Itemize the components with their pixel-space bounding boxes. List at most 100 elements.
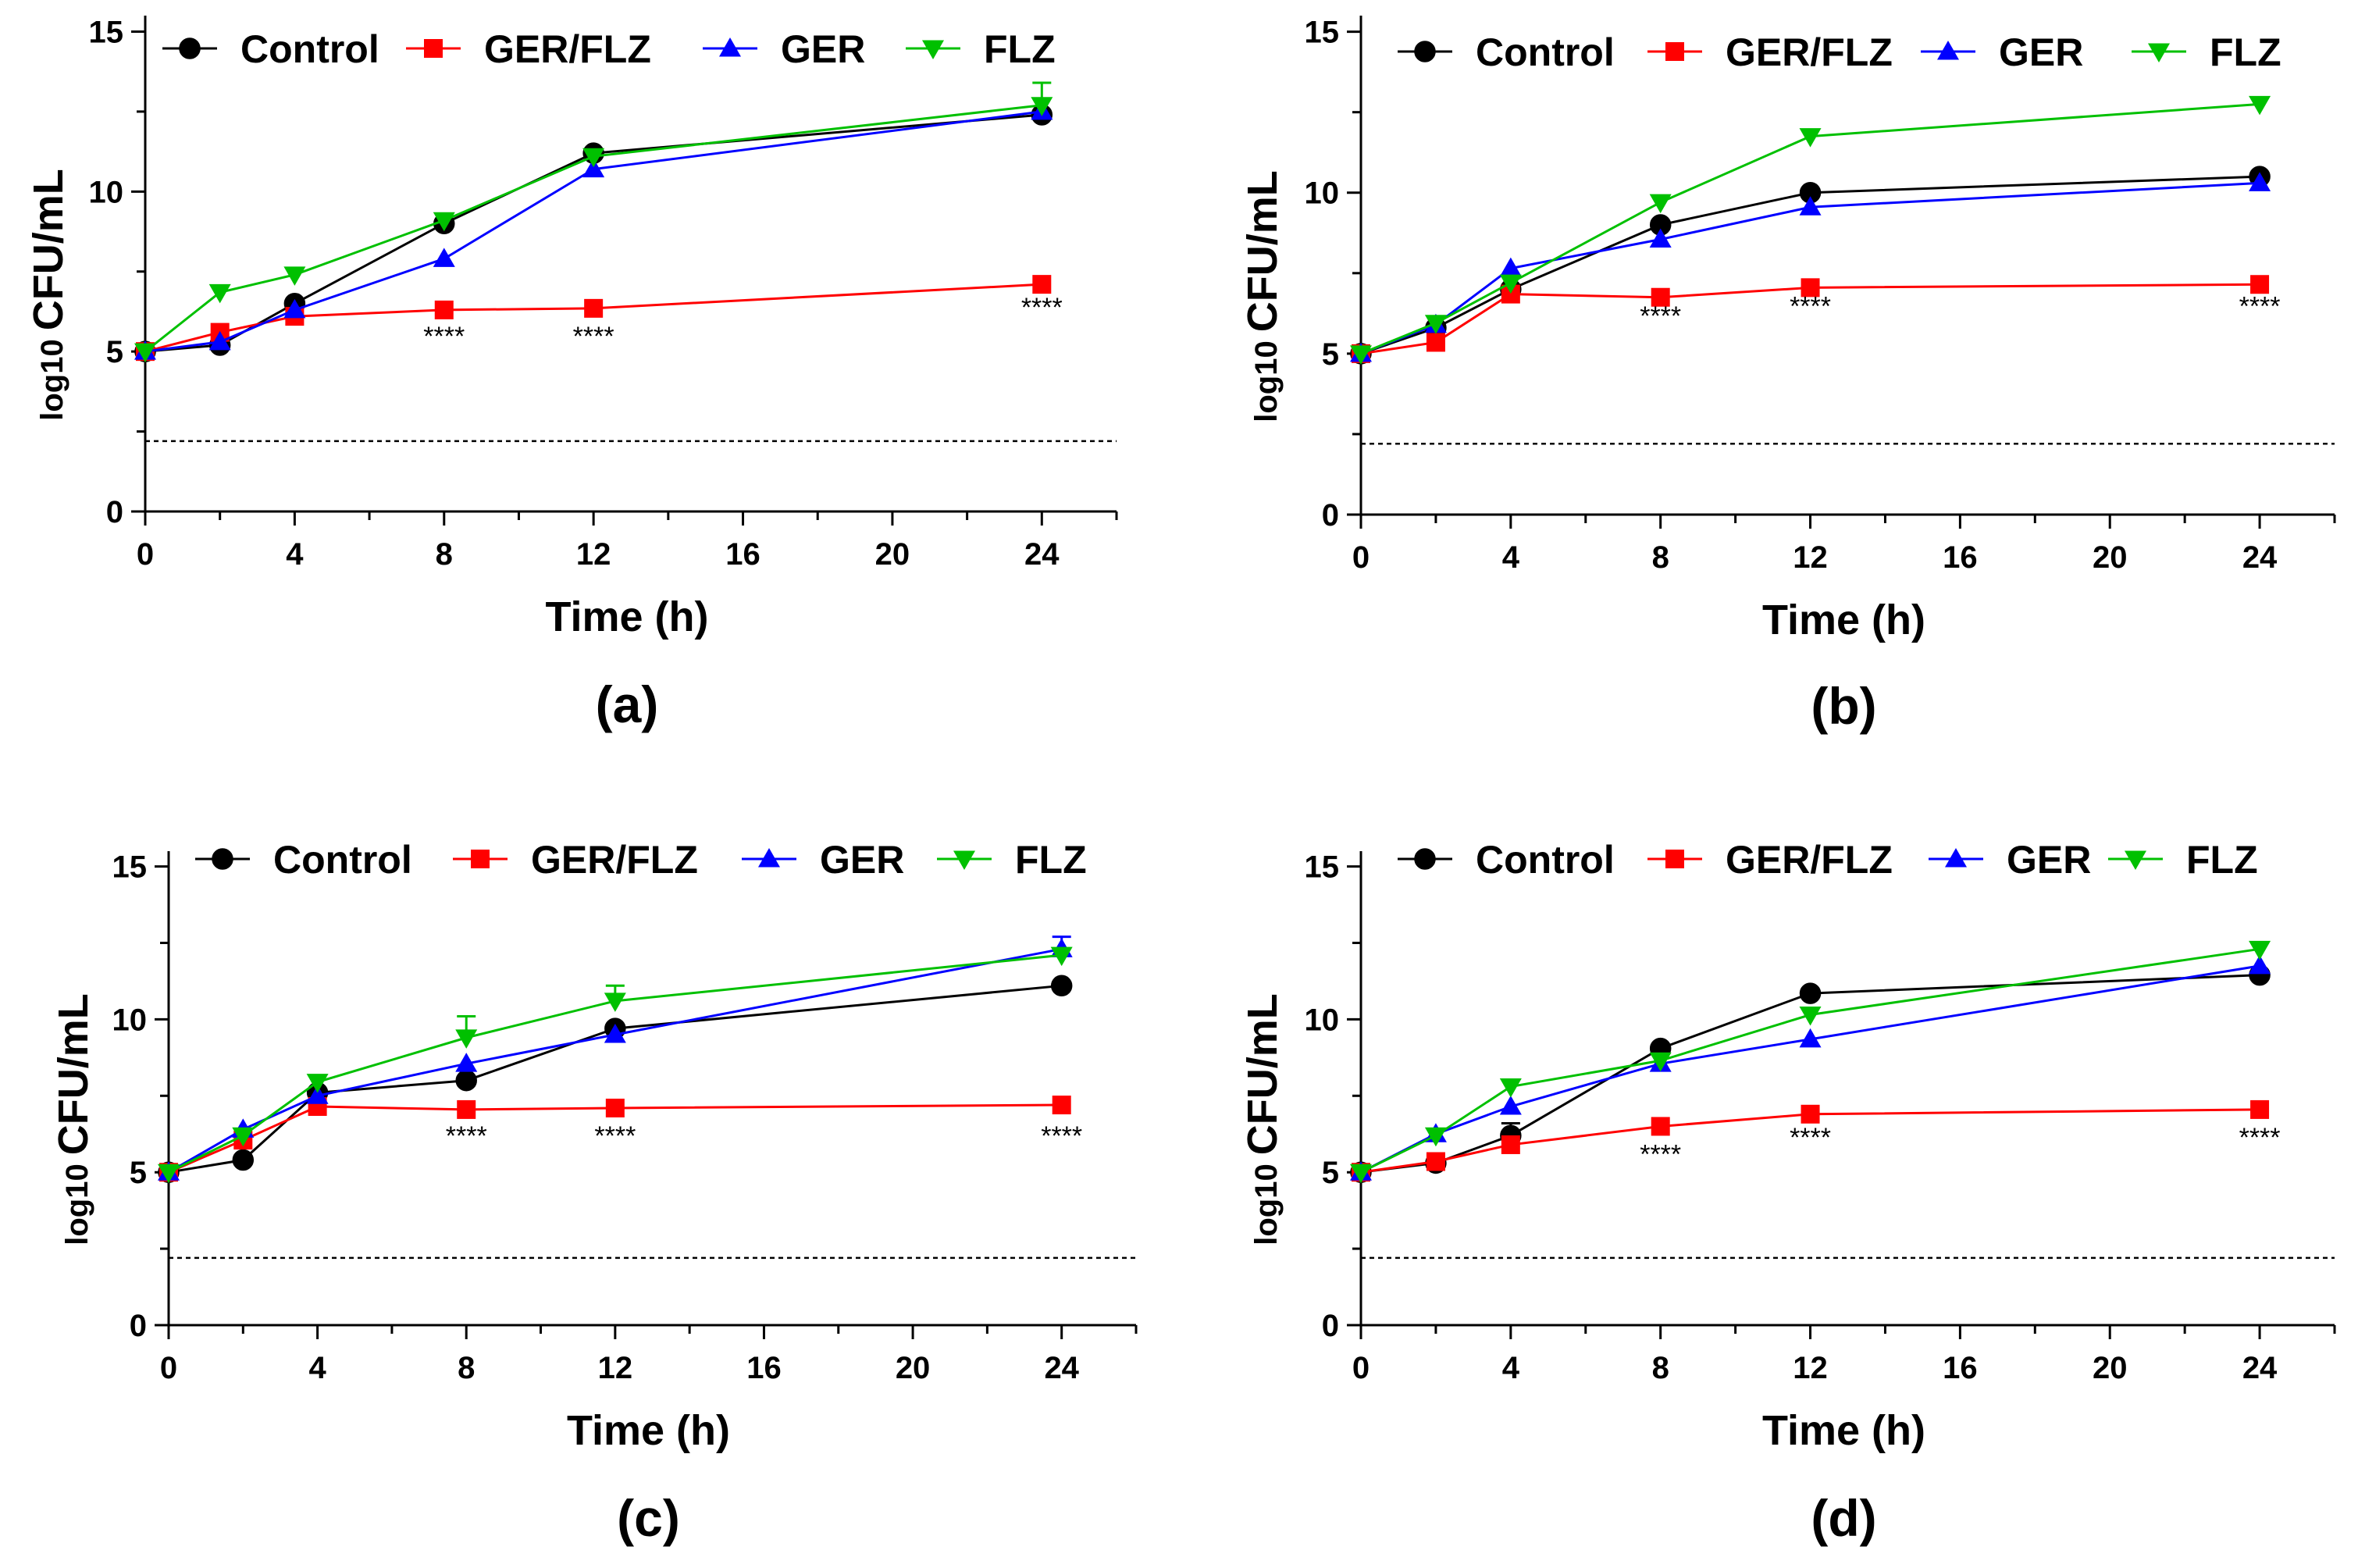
series-line-control: [1360, 175, 2260, 355]
x-tick-label-8: 8: [458, 1351, 475, 1385]
y-tick-label-0: 0: [1322, 1309, 1339, 1343]
legend-marker-control: [179, 37, 201, 59]
x-tick-label-8: 8: [1652, 540, 1669, 575]
x-tick-label-24: 24: [2242, 1351, 2278, 1385]
legend-label-flz: FLZ: [2210, 30, 2281, 74]
significance-annotation: ****: [1041, 1121, 1082, 1151]
data-point-flz-t8: [455, 1029, 478, 1049]
data-point-ger-t24: [2249, 954, 2271, 975]
y-tick-label-10: 10: [112, 1003, 148, 1037]
significance-annotation: ****: [1790, 1123, 1831, 1153]
series-line-ger-flz: [1360, 283, 2260, 355]
series-flz: [134, 81, 1053, 363]
x-axis-title: Time (h): [567, 1407, 730, 1454]
x-tick-label-16: 16: [1943, 1351, 1978, 1385]
y-axis-title-prefix: log10: [1249, 1155, 1284, 1245]
x-tick-label-16: 16: [746, 1351, 782, 1385]
x-tick-label-16: 16: [1943, 540, 1978, 575]
data-point-flz-t4: [1499, 1078, 1522, 1098]
series-control: [1350, 166, 2271, 365]
data-point-flz-t24: [1050, 946, 1073, 967]
data-point-ger-flz-t8: [434, 300, 454, 319]
legend-marker-flz: [2148, 43, 2170, 62]
y-axis-title: log10 CFU/mL: [1239, 993, 1286, 1245]
series-ger: [134, 100, 1053, 360]
data-point-flz-t0: [1350, 345, 1372, 365]
y-axis-title: log10 CFU/mL: [50, 993, 97, 1245]
data-point-flz-t12: [1799, 1007, 1822, 1026]
data-point-control-t2: [232, 1149, 255, 1171]
data-point-ger-flz-t4: [1501, 1135, 1520, 1154]
legend-label-control: Control: [1476, 30, 1615, 74]
panel-label: (b): [1811, 677, 1876, 735]
data-point-flz-t4: [1499, 274, 1522, 294]
panel-a: 0 4 8 12 16 20 24 0 5 10 15 Time (h) log10 CFU/mL (a)…: [25, 15, 1118, 733]
data-point-ger-flz-t12: [605, 1098, 625, 1117]
data-point-flz-t8: [1649, 194, 1672, 214]
series-line-ger: [168, 947, 1062, 1174]
y-tick-label-5: 5: [106, 335, 123, 369]
data-point-ger-flz-t24: [2250, 1099, 2270, 1119]
data-point-flz-t4: [306, 1074, 329, 1093]
y-tick-label-15: 15: [89, 15, 124, 49]
y-tick-label-10: 10: [1305, 176, 1340, 211]
panel-d: 0 4 8 12 16 20 24 0 5 10 15 Time (h) log10 CFU/mL (d)…: [1239, 838, 2336, 1547]
panel-label: (d): [1811, 1489, 1876, 1547]
legend-label-ger-flz: GER/FLZ: [531, 838, 698, 882]
data-point-flz-t0: [158, 1164, 180, 1184]
data-point-flz-t2: [1424, 1127, 1447, 1147]
legend-label-ger: GER: [2007, 838, 2091, 882]
data-point-ger-t24: [2249, 172, 2271, 191]
data-point-ger-t12: [1799, 1028, 1822, 1048]
legend-marker-ger-flz: [1665, 850, 1684, 868]
data-point-flz-t0: [1350, 1164, 1372, 1184]
y-tick-label-15: 15: [1305, 850, 1340, 885]
data-point-flz-t12: [582, 148, 605, 168]
data-point-ger-t8: [1649, 228, 1672, 248]
series-line-ger: [1360, 181, 2260, 355]
legend-label-ger: GER: [820, 838, 904, 882]
data-point-control-t12: [1799, 982, 1822, 1004]
data-point-ger-flz-t12: [1801, 278, 1820, 298]
data-point-control-t8: [455, 1069, 477, 1092]
legend-marker-flz: [953, 850, 975, 870]
y-axis-title-main: CFU/mL: [50, 993, 97, 1155]
series-line-ger-flz: [144, 283, 1042, 353]
data-point-flz-t12: [1799, 128, 1822, 148]
series-line-ger: [144, 110, 1042, 353]
y-axis-title: log10 CFU/mL: [1239, 170, 1286, 422]
y-tick-label-5: 5: [1322, 1156, 1339, 1190]
y-axis-title-prefix: log10: [1249, 332, 1284, 422]
x-tick-label-12: 12: [598, 1351, 633, 1385]
x-axis-title: Time (h): [1762, 597, 1925, 643]
y-tick-label-10: 10: [1305, 1003, 1340, 1037]
panel-c: 0 4 8 12 16 20 24 0 5 10 15 Time (h) log10 CFU/mL (c)…: [50, 838, 1138, 1547]
data-point-ger-t4: [1499, 257, 1522, 277]
data-point-flz-t2: [208, 283, 231, 304]
x-tick-label-0: 0: [1352, 1351, 1370, 1385]
series-line-ger-flz: [1360, 1108, 2260, 1174]
data-point-flz-t0: [134, 343, 156, 363]
y-tick-label-0: 0: [130, 1309, 147, 1343]
series-line-flz: [1360, 947, 2260, 1174]
y-axis-title-prefix: log10: [60, 1155, 94, 1245]
y-axis-title-main: CFU/mL: [25, 169, 72, 330]
significance-annotation: ****: [423, 322, 465, 351]
y-axis-title: log10 CFU/mL: [25, 169, 72, 421]
x-tick-label-4: 4: [286, 537, 304, 572]
data-point-flz-t2: [232, 1127, 255, 1147]
y-tick-label-0: 0: [1322, 498, 1339, 533]
significance-annotation: ****: [1790, 291, 1831, 321]
series-ger-flz: [1352, 275, 2270, 363]
significance-annotation: ****: [1640, 1139, 1681, 1169]
legend-marker-ger-flz: [471, 850, 490, 868]
x-tick-label-4: 4: [1502, 1351, 1520, 1385]
data-point-ger-t12: [582, 158, 605, 178]
data-point-ger-flz-t8: [1651, 287, 1670, 307]
series-line-flz: [168, 953, 1062, 1174]
series-line-flz: [1360, 102, 2260, 355]
data-point-ger-flz-t24: [1032, 275, 1052, 294]
legend-label-flz: FLZ: [1015, 838, 1087, 882]
x-tick-label-4: 4: [308, 1351, 326, 1385]
legend-marker-flz: [2125, 850, 2146, 870]
